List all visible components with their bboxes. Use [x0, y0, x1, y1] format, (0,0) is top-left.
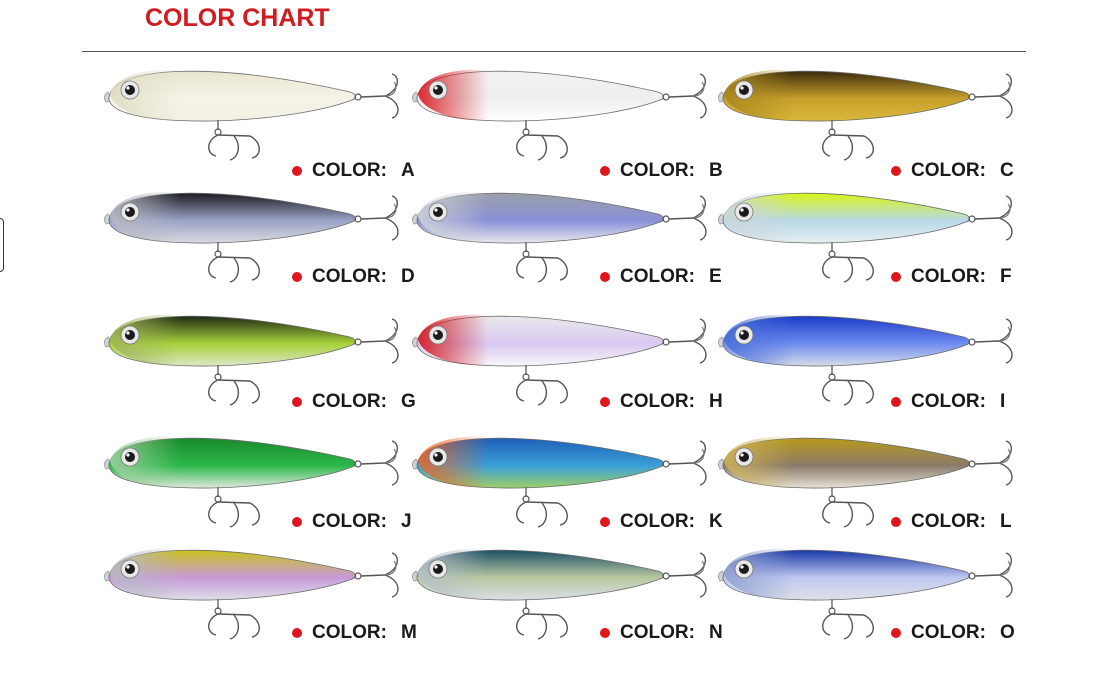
lure-image-o: [714, 537, 1019, 647]
bullet-dot-icon: [292, 272, 302, 282]
color-caption-c: COLOR: C: [891, 160, 1014, 182]
color-label: COLOR:: [911, 622, 986, 643]
color-label: COLOR:: [911, 266, 986, 287]
color-caption-b: COLOR: B: [600, 160, 723, 182]
color-caption-o: COLOR: O: [891, 622, 1015, 644]
color-label: COLOR:: [911, 511, 986, 532]
color-code: B: [708, 160, 723, 181]
color-caption-e: COLOR: E: [600, 266, 722, 288]
lure-image-d: [100, 180, 405, 290]
color-code: N: [708, 622, 723, 643]
bullet-dot-icon: [891, 628, 901, 638]
color-code: E: [708, 266, 722, 287]
color-caption-a: COLOR: A: [292, 160, 415, 182]
bullet-dot-icon: [600, 397, 610, 407]
color-label: COLOR:: [312, 622, 387, 643]
color-code: M: [400, 622, 417, 643]
color-label: COLOR:: [620, 391, 695, 412]
color-code: J: [400, 511, 412, 532]
color-code: F: [999, 266, 1012, 287]
color-caption-n: COLOR: N: [600, 622, 723, 644]
bullet-dot-icon: [891, 272, 901, 282]
color-code: C: [999, 160, 1014, 181]
lure-image-k: [408, 425, 713, 535]
color-caption-i: COLOR: I: [891, 391, 1005, 413]
lure-image-b: [408, 58, 713, 168]
color-caption-f: COLOR: F: [891, 266, 1012, 288]
lure-image-f: [714, 180, 1019, 290]
color-code: O: [999, 622, 1015, 643]
bullet-dot-icon: [600, 166, 610, 176]
lure-image-a: [100, 58, 405, 168]
color-label: COLOR:: [312, 511, 387, 532]
color-code: K: [708, 511, 723, 532]
lure-image-l: [714, 425, 1019, 535]
color-code: I: [999, 391, 1006, 412]
color-label: COLOR:: [620, 160, 695, 181]
bullet-dot-icon: [292, 166, 302, 176]
color-caption-j: COLOR: J: [292, 511, 412, 533]
bullet-dot-icon: [891, 517, 901, 527]
lure-image-i: [714, 303, 1019, 413]
color-label: COLOR:: [620, 511, 695, 532]
color-caption-d: COLOR: D: [292, 266, 415, 288]
color-label: COLOR:: [911, 160, 986, 181]
bullet-dot-icon: [891, 397, 901, 407]
color-code: G: [400, 391, 416, 412]
title-divider: [82, 51, 1026, 52]
bullet-dot-icon: [891, 166, 901, 176]
bullet-dot-icon: [292, 517, 302, 527]
color-caption-k: COLOR: K: [600, 511, 723, 533]
bullet-dot-icon: [292, 397, 302, 407]
color-caption-h: COLOR: H: [600, 391, 723, 413]
color-label: COLOR:: [312, 391, 387, 412]
color-code: H: [708, 391, 723, 412]
color-code: L: [999, 511, 1012, 532]
color-caption-g: COLOR: G: [292, 391, 416, 413]
bullet-dot-icon: [600, 517, 610, 527]
color-code: A: [400, 160, 415, 181]
color-label: COLOR:: [312, 266, 387, 287]
lure-image-g: [100, 303, 405, 413]
bullet-dot-icon: [292, 628, 302, 638]
color-label: COLOR:: [312, 160, 387, 181]
lure-image-n: [408, 537, 713, 647]
side-scroll-tab[interactable]: [0, 218, 4, 272]
lure-image-h: [408, 303, 713, 413]
color-caption-m: COLOR: M: [292, 622, 417, 644]
lure-image-e: [408, 180, 713, 290]
lure-image-m: [100, 537, 405, 647]
color-label: COLOR:: [911, 391, 986, 412]
color-caption-l: COLOR: L: [891, 511, 1012, 533]
lure-image-c: [714, 58, 1019, 168]
lure-image-j: [100, 425, 405, 535]
color-code: D: [400, 266, 415, 287]
page-title: COLOR CHART: [145, 4, 330, 32]
bullet-dot-icon: [600, 628, 610, 638]
color-label: COLOR:: [620, 266, 695, 287]
color-label: COLOR:: [620, 622, 695, 643]
bullet-dot-icon: [600, 272, 610, 282]
